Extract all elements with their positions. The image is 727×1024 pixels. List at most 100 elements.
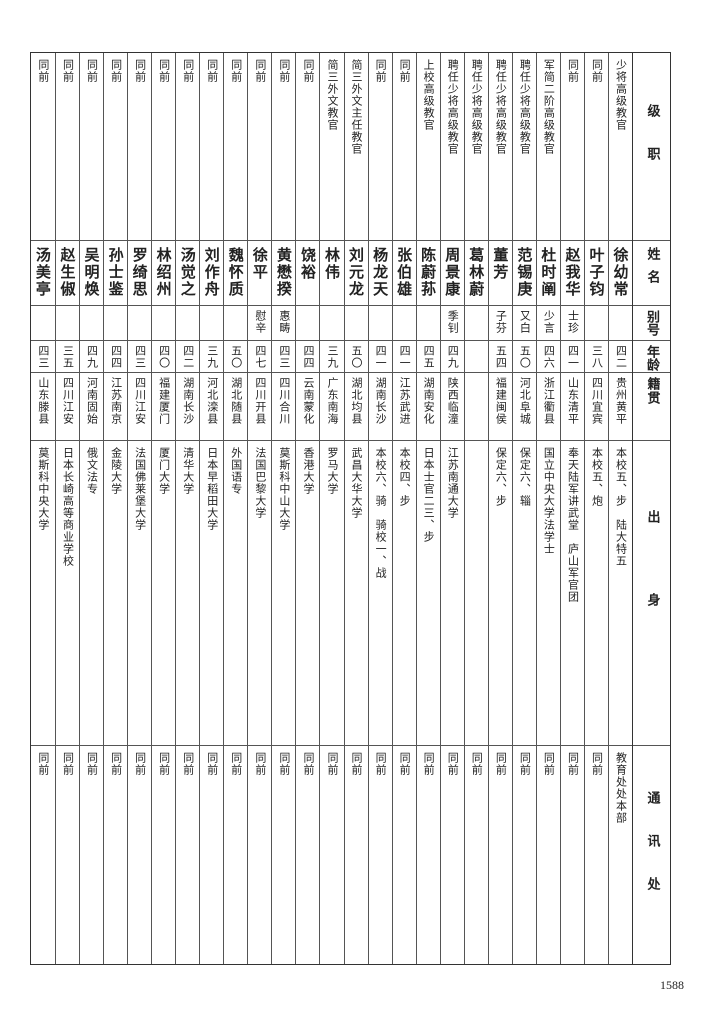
cell-education: 武昌大华大学 bbox=[344, 441, 368, 746]
age-text: 五〇 bbox=[350, 345, 364, 369]
cell-rank: 简三外文主任教官 bbox=[344, 53, 368, 241]
table-row: 同前 刘作舟 三九 河北滦县 日本早稻田大学 同前 bbox=[199, 53, 224, 964]
native-text: 四川江安 bbox=[61, 377, 75, 425]
cell-education: 外国语专 bbox=[224, 441, 248, 746]
education-text: 保定六、辎 bbox=[518, 447, 532, 507]
cell-alias bbox=[464, 306, 488, 341]
name-text: 黄懋揆 bbox=[274, 247, 293, 298]
cell-alias bbox=[224, 306, 248, 341]
cell-age: 四二 bbox=[609, 341, 633, 373]
cell-name: 刘作舟 bbox=[200, 241, 224, 306]
age-text: 四三 bbox=[133, 345, 147, 369]
cell-native: 福建闽侯 bbox=[488, 373, 512, 441]
rank-text: 同前 bbox=[253, 59, 267, 83]
cell-name: 汤美亭 bbox=[30, 241, 55, 306]
cell-native: 湖南长沙 bbox=[176, 373, 200, 441]
cell-native: 湖南安化 bbox=[416, 373, 440, 441]
cell-alias: 惠畴 bbox=[272, 306, 296, 341]
address-text: 同前 bbox=[253, 752, 267, 776]
age-text: 五〇 bbox=[229, 345, 243, 369]
age-text: 四一 bbox=[374, 345, 388, 369]
native-text: 山东滕县 bbox=[36, 377, 50, 425]
rank-text: 聘任少将高级教官 bbox=[470, 59, 484, 155]
cell-address: 同前 bbox=[441, 746, 464, 964]
address-text: 同前 bbox=[36, 752, 50, 776]
table-row: 同前 徐平 慰辛 四七 四川开县 法国巴黎大学 同前 bbox=[247, 53, 272, 964]
age-text: 三五 bbox=[61, 345, 75, 369]
name-text: 吴明焕 bbox=[82, 247, 101, 298]
cell-education: 本校五、步 陆大特五 bbox=[609, 441, 633, 746]
name-text: 张伯雄 bbox=[395, 247, 414, 298]
table-row: 同前 饶裕 四四 云南蒙化 香港大学 同前 bbox=[295, 53, 320, 964]
native-text: 河北阜城 bbox=[518, 377, 532, 425]
alias-text: 少言 bbox=[542, 310, 556, 334]
cell-alias bbox=[609, 306, 633, 341]
cell-age: 三九 bbox=[200, 341, 224, 373]
address-text: 同前 bbox=[181, 752, 195, 776]
cell-alias: 又白 bbox=[512, 306, 536, 341]
cell-address: 同前 bbox=[320, 746, 343, 964]
education-text: 保定六、步 bbox=[494, 447, 508, 507]
native-text: 河北滦县 bbox=[205, 377, 219, 425]
cell-name: 陈蔚荪 bbox=[416, 241, 440, 306]
education-text: 金陵大学 bbox=[109, 447, 123, 495]
rank-text: 聘任少将高级教官 bbox=[494, 59, 508, 155]
cell-name: 杜时阐 bbox=[536, 241, 560, 306]
name-text: 刘元龙 bbox=[347, 247, 366, 298]
table-row: 同前 赵生俶 三五 四川江安 日本长崎高等商业学校 同前 bbox=[54, 53, 79, 964]
cell-education: 莫斯科中山大学 bbox=[272, 441, 296, 746]
cell-address: 同前 bbox=[272, 746, 295, 964]
cell-address: 同前 bbox=[80, 746, 103, 964]
cell-age: 四三 bbox=[30, 341, 55, 373]
alias-text: 又白 bbox=[518, 310, 532, 334]
cell-alias bbox=[128, 306, 152, 341]
cell-age: 四九 bbox=[80, 341, 104, 373]
address-text: 教育处处本部 bbox=[614, 752, 628, 824]
rank-text: 少将高级教官 bbox=[614, 59, 628, 131]
header-address: 通讯处 bbox=[633, 746, 670, 964]
cell-name: 杨龙天 bbox=[368, 241, 392, 306]
cell-rank: 同前 bbox=[176, 53, 200, 241]
rank-text: 同前 bbox=[398, 59, 412, 83]
cell-address: 同前 bbox=[56, 746, 79, 964]
cell-name: 范锡庚 bbox=[512, 241, 536, 306]
address-text: 同前 bbox=[205, 752, 219, 776]
education-text: 武昌大华大学 bbox=[350, 447, 364, 519]
age-text: 五四 bbox=[494, 345, 508, 369]
cell-age bbox=[464, 341, 488, 373]
cell-name: 赵我华 bbox=[560, 241, 584, 306]
name-text: 饶裕 bbox=[298, 247, 317, 281]
table-row: 同前 罗绮思 四三 四川江安 法国佛莱堡大学 同前 bbox=[127, 53, 152, 964]
age-text: 四九 bbox=[85, 345, 99, 369]
cell-native: 四川宜宾 bbox=[584, 373, 609, 441]
table-row: 同前 叶子钧 三八 四川宜宾 本校五、炮 同前 bbox=[583, 53, 609, 964]
address-text: 同前 bbox=[109, 752, 123, 776]
address-text: 同前 bbox=[85, 752, 99, 776]
address-text: 同前 bbox=[301, 752, 315, 776]
age-text: 三八 bbox=[590, 345, 604, 369]
native-text: 广东南海 bbox=[325, 377, 339, 425]
native-text: 湖北均县 bbox=[350, 377, 364, 425]
cell-alias bbox=[152, 306, 176, 341]
native-text: 湖南长沙 bbox=[374, 377, 388, 425]
table-row: 少将高级教官 徐幼常 四二 贵州黄平 本校五、步 陆大特五 教育处处本部 bbox=[608, 53, 633, 964]
cell-age: 四七 bbox=[248, 341, 272, 373]
native-text: 湖南长沙 bbox=[181, 377, 195, 425]
table-row: 聘任少将高级教官 葛林蔚 同前 bbox=[463, 53, 488, 964]
cell-address: 同前 bbox=[104, 746, 127, 964]
header-name-label: 姓名 bbox=[644, 247, 660, 293]
header-name: 姓名 bbox=[633, 241, 670, 306]
cell-rank: 同前 bbox=[200, 53, 224, 241]
cell-alias bbox=[55, 306, 79, 341]
name-text: 赵生俶 bbox=[58, 247, 77, 298]
age-text: 五〇 bbox=[518, 345, 532, 369]
native-text: 河南固始 bbox=[85, 377, 99, 425]
cell-name: 董芳 bbox=[488, 241, 512, 306]
address-text: 同前 bbox=[566, 752, 580, 776]
cell-alias bbox=[368, 306, 392, 341]
cell-education: 江苏南通大学 bbox=[440, 441, 464, 746]
cell-native: 山东滕县 bbox=[30, 373, 55, 441]
address-text: 同前 bbox=[133, 752, 147, 776]
name-text: 葛林蔚 bbox=[467, 247, 486, 298]
education-text: 日本士官二三、步 bbox=[422, 447, 436, 543]
